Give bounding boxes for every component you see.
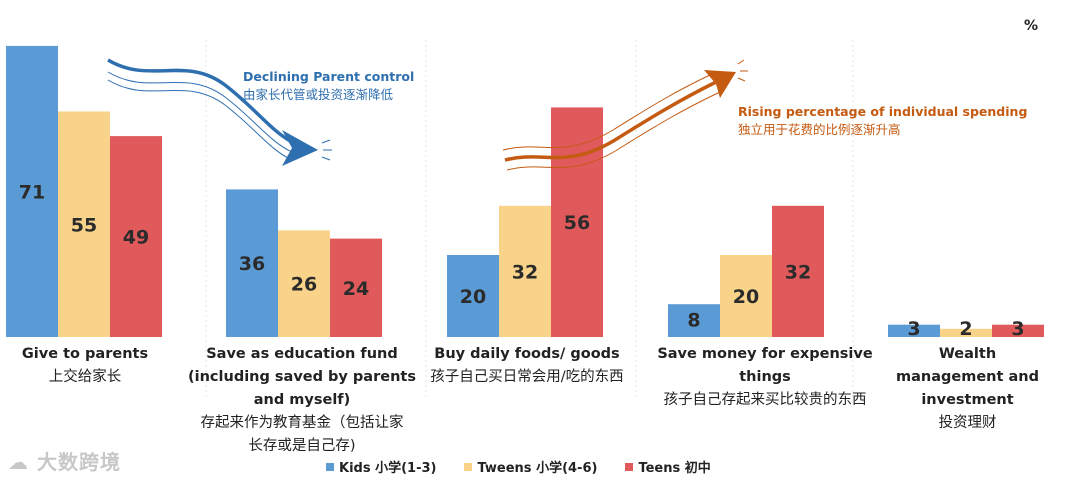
bar-value-label: 26 (291, 274, 317, 296)
rising-annotation: Rising percentage of individual spending… (738, 103, 1027, 139)
legend-swatch-tweens (464, 462, 473, 471)
legend-label-teens: Teens 初中 (638, 461, 711, 476)
bar-teens-3 (772, 205, 824, 337)
bar-teens-0 (110, 136, 162, 337)
bar-tweens-1 (278, 230, 330, 337)
bar-tweens-0 (58, 111, 110, 337)
category-label-zh: 上交给家长 (48, 369, 122, 385)
bar-value-label: 8 (687, 310, 700, 332)
bar-tweens-2 (499, 205, 551, 337)
legend-item-kids: Kids 小学(1-3) (326, 457, 436, 476)
bar-value-label: 36 (239, 253, 265, 275)
bar-value-label: 2 (959, 318, 972, 340)
bar-tweens-4 (940, 328, 992, 337)
category-label-zh: 投资理财 (938, 415, 997, 431)
bar-value-label: 71 (19, 181, 45, 203)
bar-kids-2 (447, 255, 499, 337)
category-label-wealth-management: Wealth management and investment 投资理财 (885, 343, 1050, 435)
bar-value-label: 56 (564, 212, 590, 234)
trend-arrows (107, 58, 748, 171)
declining-annotation-en: Declining Parent control (243, 69, 415, 84)
declining-annotation-zh: 由家长代管或投资逐渐降低 (243, 87, 394, 102)
legend-swatch-kids (326, 462, 334, 471)
category-label-education-fund: Save as education fund (including saved … (182, 343, 422, 458)
bar-value-label: 32 (785, 261, 811, 283)
legend-label-tweens: Tweens 小学(4-6) (477, 461, 598, 476)
bar-value-label: 32 (512, 261, 538, 283)
category-label-en: Give to parents (21, 346, 149, 362)
category-label-en: Save as education fund (including saved … (188, 346, 416, 408)
bar-value-label: 3 (907, 318, 920, 340)
bar-kids-0 (6, 45, 58, 338)
legend: Kids 小学(1-3) Tweens 小学(4-6) Teens 初中 (326, 457, 711, 476)
category-label-give-to-parents: Give to parents 上交给家长 (0, 343, 170, 389)
watermark: ☁ 大数跨境 (8, 446, 121, 475)
bar-kids-1 (226, 189, 278, 337)
bar-value-label: 3 (1011, 318, 1024, 340)
legend-item-tweens: Tweens 小学(4-6) (464, 457, 597, 476)
category-label-en: Wealth management and investment (896, 346, 1039, 408)
unit-label: % (1023, 18, 1038, 34)
legend-label-kids: Kids 小学(1-3) (339, 461, 437, 476)
bar-value-label: 20 (460, 286, 486, 308)
category-label-daily-goods: Buy daily foods/ goods 孩子自己买日常会用/吃的东西 (412, 343, 642, 389)
rising-annotation-en: Rising percentage of individual spending (738, 104, 1028, 119)
watermark-icon: ☁ (8, 450, 29, 474)
bar-kids-3 (668, 304, 720, 337)
legend-item-teens: Teens 初中 (625, 457, 711, 476)
bar-kids-4 (888, 324, 940, 337)
bar-value-label: 20 (733, 286, 759, 308)
bar-tweens-3 (720, 255, 772, 337)
declining-annotation: Declining Parent control 由家长代管或投资逐渐降低 (243, 68, 414, 104)
watermark-text: 大数跨境 (36, 450, 121, 474)
bar-value-label: 55 (71, 214, 97, 236)
bar-teens-4 (992, 324, 1044, 337)
category-label-zh: 孩子自己存起来买比较贵的东西 (663, 392, 867, 408)
bar-value-label: 24 (343, 278, 369, 300)
rising-annotation-zh: 独立用于花费的比例逐渐升高 (738, 122, 901, 137)
bar-value-label: 49 (123, 227, 149, 249)
category-label-expensive-things: Save money for expensive things 孩子自己存起来买… (640, 343, 890, 412)
category-label-zh: 孩子自己买日常会用/吃的东西 (430, 369, 624, 385)
category-label-en: Buy daily foods/ goods (434, 346, 620, 362)
legend-swatch-teens (625, 462, 634, 471)
category-label-en: Save money for expensive things (657, 346, 873, 385)
category-label-zh: 存起来作为教育基金（包括让家长存或是自己存) (200, 415, 404, 454)
bar-teens-1 (330, 238, 382, 337)
group-separators (205, 40, 854, 400)
